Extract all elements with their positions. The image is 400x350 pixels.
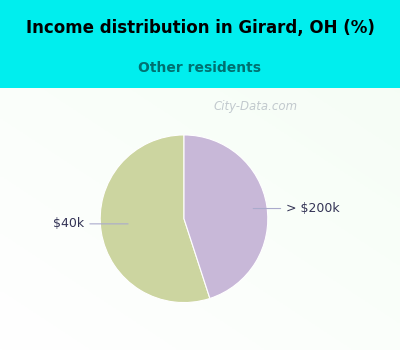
Text: $40k: $40k: [53, 217, 128, 230]
Wedge shape: [100, 135, 210, 302]
Text: > $200k: > $200k: [253, 202, 340, 215]
Text: Income distribution in Girard, OH (%): Income distribution in Girard, OH (%): [26, 19, 374, 37]
Text: Other residents: Other residents: [138, 61, 262, 75]
Wedge shape: [184, 135, 268, 299]
Text: City-Data.com: City-Data.com: [214, 100, 298, 113]
